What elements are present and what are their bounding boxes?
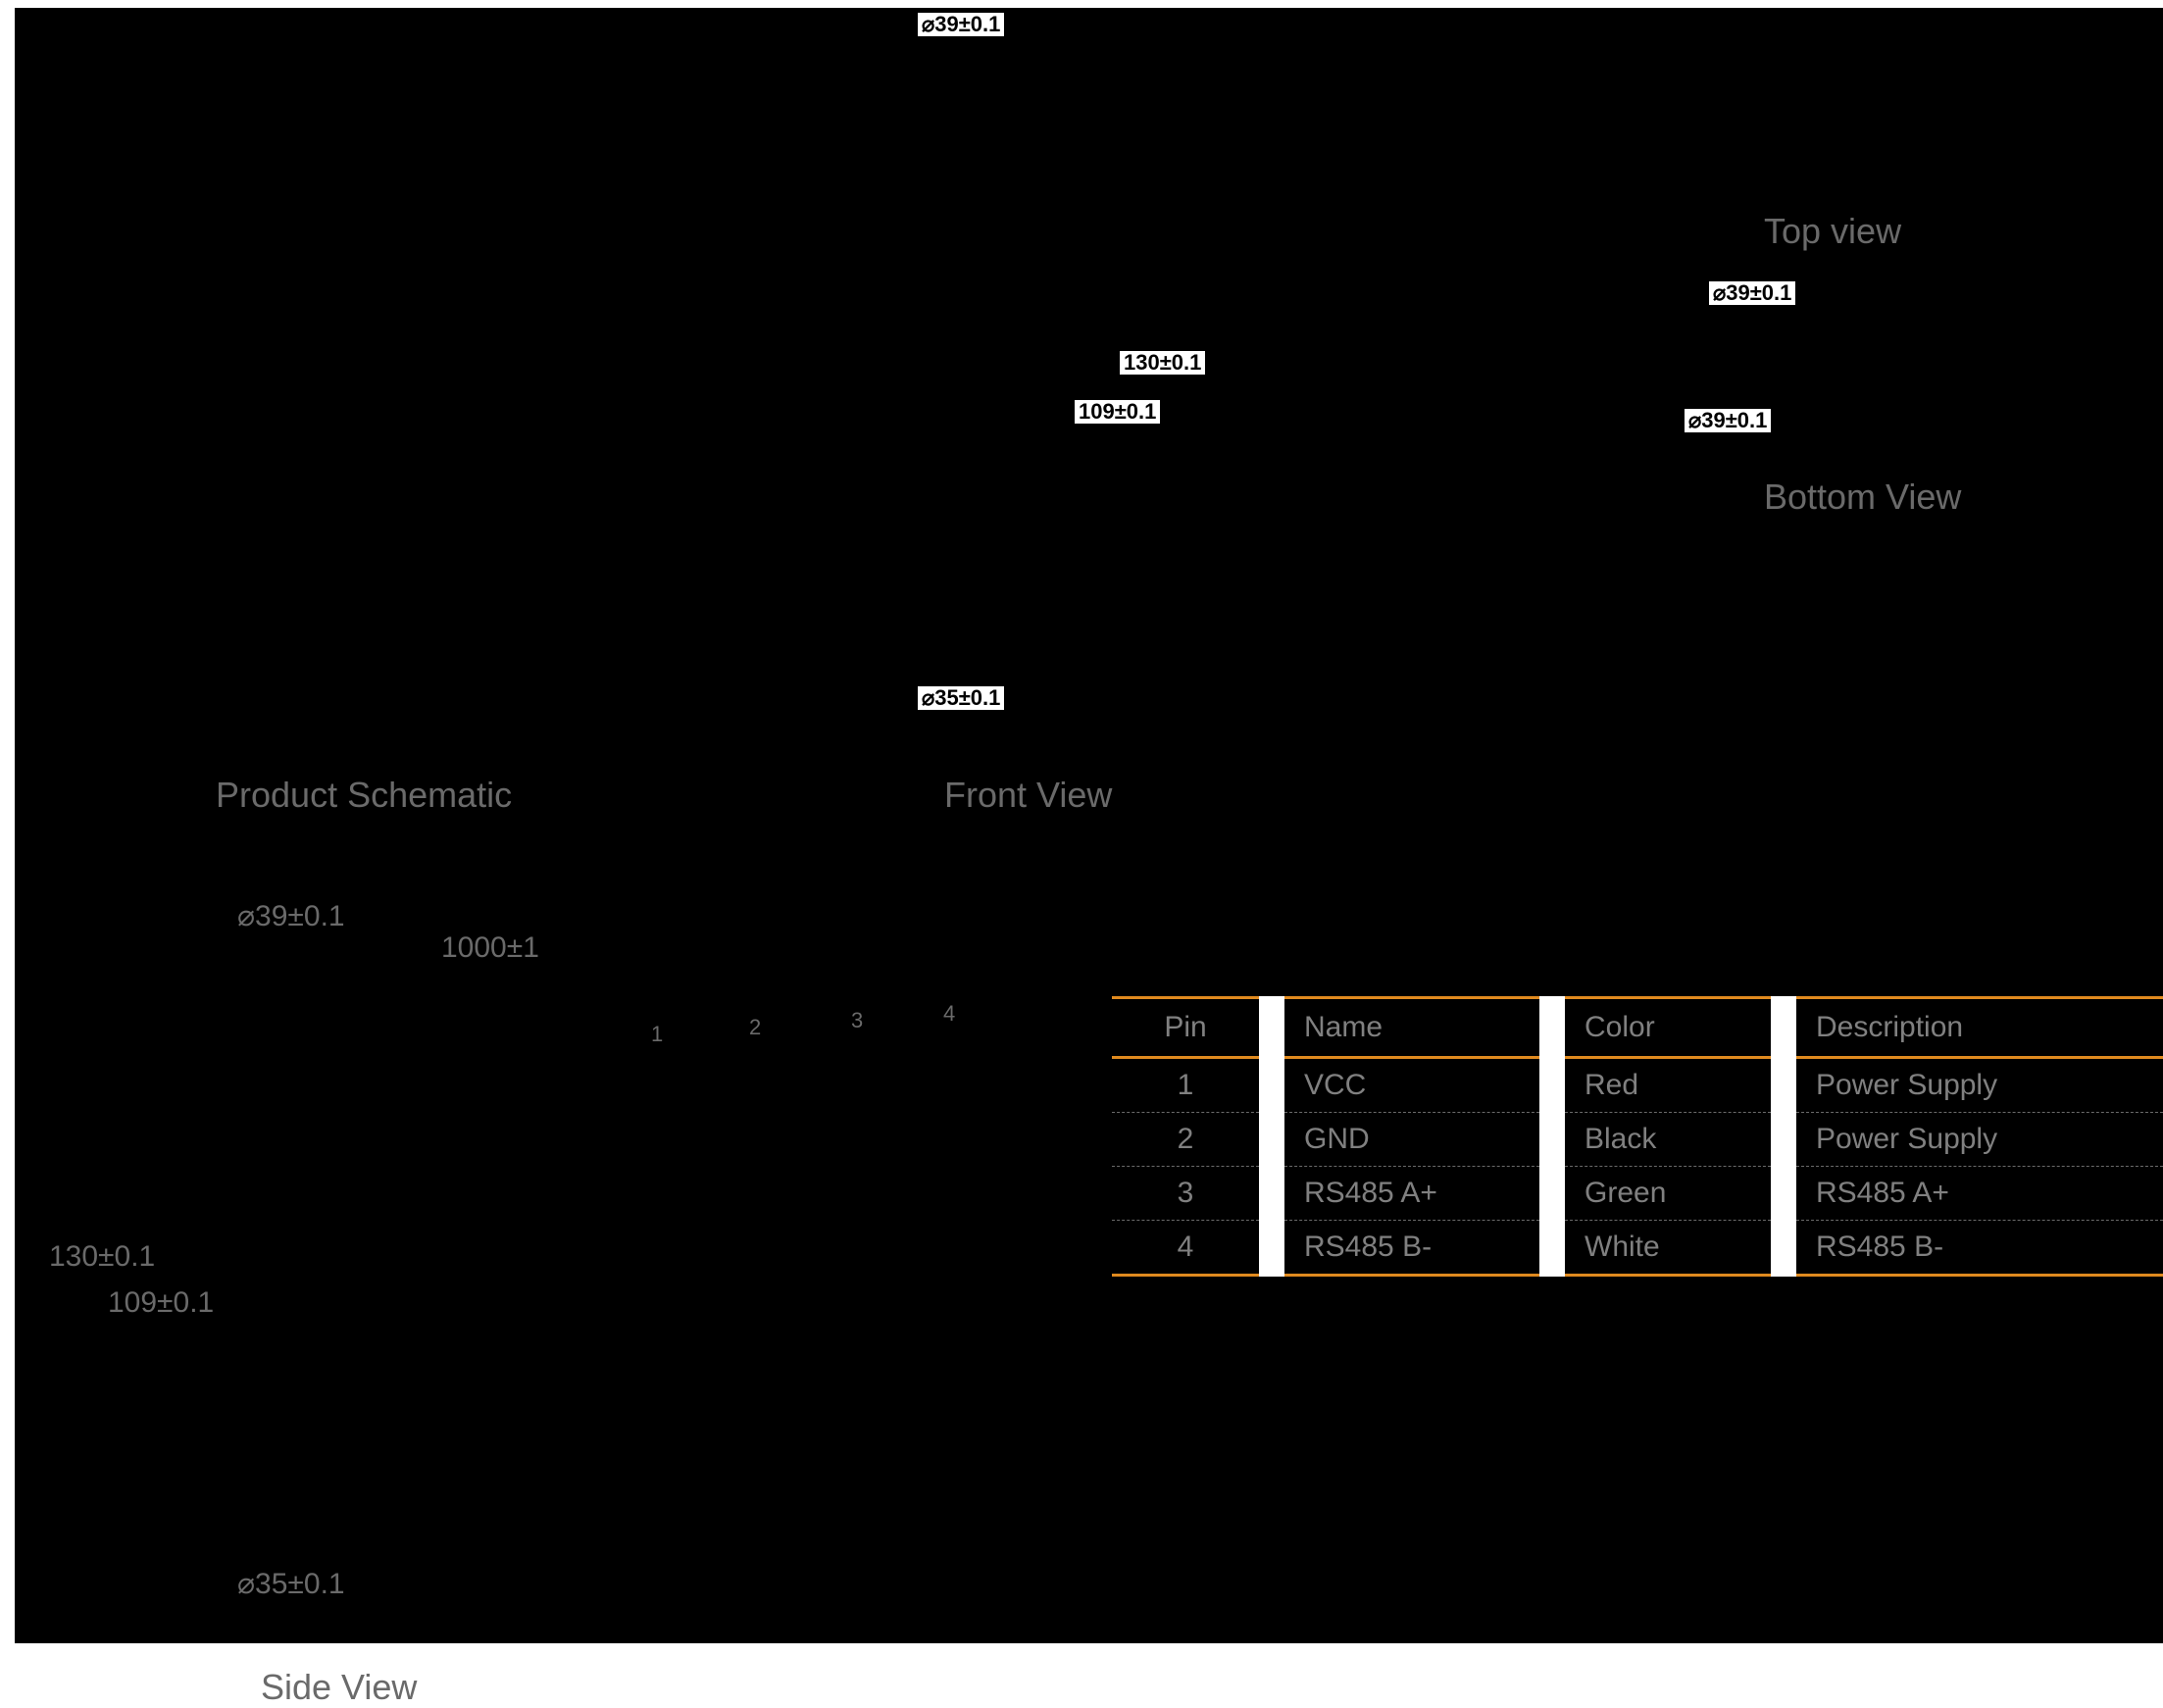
col-gap: [1259, 1113, 1284, 1167]
cell-desc: RS485 A+: [1796, 1167, 2163, 1221]
col-gap: [1771, 996, 1796, 1059]
cell-name: RS485 B-: [1284, 1221, 1539, 1277]
col-gap: [1539, 1221, 1565, 1277]
col-gap: [1539, 1167, 1565, 1221]
dim-d109-side: 109±0.1: [108, 1286, 214, 1320]
label-product-schematic: Product Schematic: [216, 775, 512, 816]
table-row: 1 VCC Red Power Supply: [1112, 1059, 2163, 1113]
connector-pin-4: 4: [943, 1001, 955, 1027]
label-bottom-view: Bottom View: [1764, 477, 1961, 518]
th-pin: Pin: [1112, 996, 1259, 1059]
table-header-row: Pin Name Color Description: [1112, 996, 2163, 1059]
col-gap: [1539, 1059, 1565, 1113]
dim-d109: 109±0.1: [1075, 400, 1160, 424]
dim-d39-a: ⌀39±0.1: [1709, 281, 1795, 305]
connector-pin-2: 2: [749, 1015, 761, 1040]
table-row: 3 RS485 A+ Green RS485 A+: [1112, 1167, 2163, 1221]
dim-d35-upper: ⌀35±0.1: [918, 686, 1004, 710]
col-gap: [1259, 1221, 1284, 1277]
dim-d130-side: 130±0.1: [49, 1240, 155, 1274]
cell-name: RS485 A+: [1284, 1167, 1539, 1221]
schematic-panel: Top view Bottom View Product Schematic F…: [15, 8, 2163, 1643]
th-desc: Description: [1796, 996, 2163, 1059]
dim-d39-b: ⌀39±0.1: [1685, 409, 1771, 432]
cell-desc: Power Supply: [1796, 1113, 2163, 1167]
cell-color: Red: [1565, 1059, 1771, 1113]
cell-pin: 3: [1112, 1167, 1259, 1221]
cell-desc: Power Supply: [1796, 1059, 2163, 1113]
cell-color: Green: [1565, 1167, 1771, 1221]
cell-pin: 4: [1112, 1221, 1259, 1277]
th-color: Color: [1565, 996, 1771, 1059]
document-canvas: Top view Bottom View Product Schematic F…: [0, 0, 2163, 1509]
dim-d39-side: ⌀39±0.1: [237, 899, 345, 933]
col-gap: [1539, 1113, 1565, 1167]
cell-color: White: [1565, 1221, 1771, 1277]
connector-pin-1: 1: [651, 1022, 663, 1047]
dim-d130: 130±0.1: [1120, 351, 1205, 375]
cell-pin: 1: [1112, 1059, 1259, 1113]
col-gap: [1539, 996, 1565, 1059]
cell-desc: RS485 B-: [1796, 1221, 2163, 1277]
table-row: 4 RS485 B- White RS485 B-: [1112, 1221, 2163, 1277]
col-gap: [1259, 1167, 1284, 1221]
label-side-view: Side View: [261, 1667, 417, 1708]
cell-pin: 2: [1112, 1113, 1259, 1167]
pinout-table: Pin Name Color Description 1 VCC Red Pow…: [1112, 996, 2163, 1277]
col-gap: [1259, 996, 1284, 1059]
col-gap: [1259, 1059, 1284, 1113]
connector-pin-3: 3: [851, 1008, 863, 1033]
dim-d39-top: ⌀39±0.1: [918, 13, 1004, 36]
col-gap: [1771, 1167, 1796, 1221]
dim-d35-side: ⌀35±0.1: [237, 1567, 345, 1601]
col-gap: [1771, 1059, 1796, 1113]
cell-name: GND: [1284, 1113, 1539, 1167]
col-gap: [1771, 1221, 1796, 1277]
label-top-view: Top view: [1764, 211, 1901, 252]
col-gap: [1771, 1113, 1796, 1167]
cell-name: VCC: [1284, 1059, 1539, 1113]
table-row: 2 GND Black Power Supply: [1112, 1113, 2163, 1167]
label-front-view: Front View: [944, 775, 1112, 816]
th-name: Name: [1284, 996, 1539, 1059]
dim-d1000: 1000±1: [441, 931, 539, 965]
cell-color: Black: [1565, 1113, 1771, 1167]
